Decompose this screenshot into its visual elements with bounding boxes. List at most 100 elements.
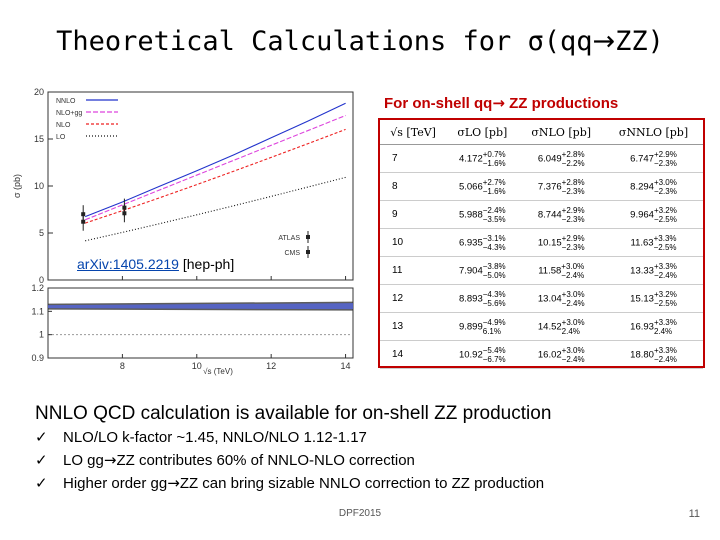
y-axis-label: σ (pb) (12, 174, 22, 198)
uncertainty-up: +3.2% (653, 289, 677, 299)
uncertainty-down: −2.3% (561, 186, 585, 196)
uncertainty-up: +3.3% (653, 317, 677, 327)
lo-value: 10.92 (458, 349, 483, 361)
lo-value: 5.066 (458, 181, 483, 193)
x-tick-label: 10 (192, 361, 202, 371)
table-subtitle: For on-shell qq→ ZZ productions (384, 94, 618, 112)
nnlo-value: 13.33 (630, 265, 654, 277)
arxiv-tag: [hep-ph] (182, 256, 235, 272)
lo-value: 6.935 (458, 237, 483, 249)
uncertainty-up: +3.0% (561, 289, 585, 299)
arrow-icon: → (103, 451, 117, 469)
nnlo-cell: 9.964+3.2% −2.5% (604, 200, 703, 229)
uncertainty-down: −5.0% (482, 270, 506, 280)
sqrt-s-cell: 10 (380, 228, 447, 257)
table-row: 10 6.935−3.1% −4.3% 10.15+2.9% −2.3% 11.63+3.… (380, 228, 703, 257)
nnlo-value: 11.63 (630, 237, 654, 249)
slide-title: Theoretical Calculations for σ(qq→ZZ) (0, 26, 720, 57)
legend-label: NNLO (56, 98, 76, 105)
uncertainty-down: −6.7% (482, 354, 506, 364)
check-icon: ✓ (35, 475, 48, 492)
sqrt-s-cell: 11 (380, 256, 447, 285)
bullet-text: ZZ contributes 60% of NNLO-NLO correctio… (116, 452, 415, 469)
nlo-cell: 16.02+3.0% −2.4% (518, 340, 605, 369)
nnlo-value: 9.964 (630, 209, 654, 221)
y-tick-label: 5 (39, 228, 44, 238)
nnlo-cell: 11.63+3.3% −2.5% (604, 228, 703, 257)
uncertainty-down: 2.4% (561, 326, 580, 336)
nlo-uncertainty: +3.0% −2.4% (561, 262, 584, 280)
lo-cell: 5.988−2.4% −3.5% (446, 200, 519, 229)
nlo-uncertainty: +3.0% 2.4% (562, 318, 585, 336)
uncertainty-up: −4.3% (482, 289, 506, 299)
nnlo-cell: 13.33+3.3% −2.4% (604, 256, 703, 285)
bullet-prefix: Higher order gg (63, 475, 168, 492)
uncertainty-down: −3.5% (482, 214, 506, 224)
nnlo-value: 8.294 (630, 181, 654, 193)
nnlo-cell: 18.80+3.3% −2.4% (604, 340, 703, 369)
nlo-value: 7.376 (537, 181, 562, 193)
lo-cell: 9.899−4.9% 6.1% (446, 312, 519, 341)
statement: NNLO QCD calculation is available for on… (35, 403, 552, 424)
nnlo-value: 15.13 (630, 293, 654, 305)
uncertainty-down: −1.6% (482, 186, 506, 196)
title-suffix: ZZ) (615, 26, 664, 57)
uncertainty-up: +3.0% (653, 177, 677, 187)
nnlo-uncertainty: +3.3% 2.4% (654, 318, 677, 336)
uncertainty-down: −2.2% (561, 158, 585, 168)
lo-cell: 5.066+2.7% −1.6% (446, 172, 519, 201)
nlo-uncertainty: +2.9% −2.3% (562, 206, 585, 224)
uncertainty-up: −4.9% (482, 317, 506, 327)
table-row: 9 5.988−2.4% −3.5% 8.744+2.9% −2.3% 9.964+3.2… (380, 200, 703, 229)
uncertainty-down: −4.3% (482, 242, 506, 252)
lo-uncertainty: +2.7% −1.6% (483, 178, 506, 196)
uncertainty-up: +2.8% (561, 149, 585, 159)
y-tick-label: 15 (34, 134, 44, 144)
table-header-cell: σLO [pb] (446, 120, 519, 145)
nlo-value: 13.04 (537, 293, 562, 305)
title-arrow-icon: → (592, 26, 616, 57)
nlo-cell: 10.15+2.9% −2.3% (518, 228, 605, 257)
lo-cell: 7.904−3.8% −5.0% (446, 256, 519, 285)
ratio-y-tick-label: 1.1 (31, 306, 44, 316)
nlo-cell: 7.376+2.8% −2.3% (518, 172, 605, 201)
table-row: 8 5.066+2.7% −1.6% 7.376+2.8% −2.3% 8.294+3.0… (380, 172, 703, 201)
ratio-y-tick-label: 1 (39, 330, 44, 340)
bullet-prefix: LO gg (63, 452, 104, 469)
plot-svg: 0 5 10 15 20 σ (pb) NNLO NLO+gg NLO LO ATLAS CMS 0.9… (12, 87, 354, 376)
uncertainty-down: −2.4% (653, 354, 677, 364)
uncertainty-down: −1.6% (482, 158, 506, 168)
table-header-cell: σNLO [pb] (518, 120, 605, 145)
uncertainty-down: −5.6% (482, 298, 506, 308)
footer-label: DPF2015 (338, 508, 382, 519)
marker-legend-label: CMS (284, 250, 300, 257)
nnlo-value: 16.93 (630, 321, 654, 333)
nnlo-uncertainty: +3.3% −2.4% (654, 262, 677, 280)
nnlo-uncertainty: +3.3% −2.5% (654, 234, 677, 252)
marker-legend-label: ATLAS (278, 235, 300, 242)
lo-value: 4.172 (458, 153, 483, 165)
bullet-text: NLO/LO k-factor ~1.45, NNLO/NLO 1.12-1.1… (63, 429, 367, 446)
uncertainty-down: −2.4% (561, 298, 585, 308)
uncertainty-up: +2.9% (653, 149, 677, 159)
ratio-y-tick-label: 0.9 (31, 353, 44, 363)
sqrt-s-cell: 14 (380, 340, 447, 369)
cross-section-plot: 0 5 10 15 20 σ (pb) NNLO NLO+gg NLO LO ATLAS CMS 0.9… (8, 86, 360, 376)
uncertainty-down: −2.5% (653, 298, 677, 308)
bullet-list: ✓ NLO/LO k-factor ~1.45, NNLO/NLO 1.12-1.… (35, 428, 544, 497)
lo-uncertainty: −3.1% −4.3% (483, 234, 506, 252)
uncertainty-down: −2.3% (561, 242, 585, 252)
sqrt-s-cell: 9 (380, 200, 447, 229)
nlo-cell: 13.04+3.0% −2.4% (518, 284, 605, 313)
x-tick-label: 12 (266, 361, 276, 371)
nlo-value: 6.049 (537, 153, 562, 165)
arxiv-link[interactable]: arXiv:1405.2219 (77, 256, 179, 272)
lo-cell: 4.172+0.7% −1.6% (446, 144, 519, 173)
measurement-point (81, 219, 86, 224)
marker-legend-point (306, 235, 310, 239)
subtitle-suffix: ZZ productions (504, 95, 619, 112)
nnlo-uncertainty: +3.2% −2.5% (654, 290, 677, 308)
nlo-value: 10.15 (537, 237, 562, 249)
lo-value: 7.904 (458, 265, 483, 277)
lo-cell: 8.893−4.3% −5.6% (446, 284, 519, 313)
